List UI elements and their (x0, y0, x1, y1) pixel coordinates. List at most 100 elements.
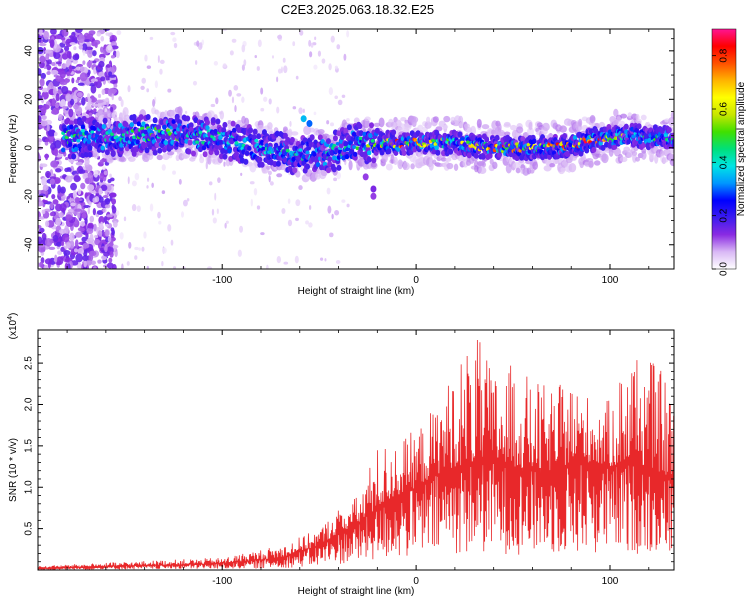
heatmap-cell (60, 186, 66, 194)
heatmap-cell (65, 156, 69, 161)
heatmap-cell (295, 199, 301, 207)
heatmap-cell (79, 66, 85, 72)
heatmap-cell (265, 165, 271, 170)
heatmap-cell (157, 55, 160, 63)
heatmap-cell (308, 127, 315, 133)
heatmap-cell (97, 259, 102, 264)
heatmap-cell (75, 231, 83, 238)
heatmap-cell (61, 53, 69, 60)
heatmap-cell (344, 154, 350, 160)
heatmap-cell (481, 124, 490, 130)
heatmap-cell (123, 114, 132, 122)
heatmap-cell (81, 236, 87, 242)
heatmap-cell (613, 108, 619, 117)
heatmap-cell (79, 72, 88, 82)
heatmap-cell (207, 110, 215, 120)
heatmap-cell (107, 113, 114, 118)
heatmap-cell (38, 110, 41, 116)
heatmap-cell (138, 114, 144, 121)
heatmap-cell (93, 169, 99, 178)
heatmap-cell (324, 258, 327, 262)
heatmap-cell (98, 196, 104, 203)
heatmap-cell (93, 223, 97, 232)
heatmap-cell (252, 128, 258, 135)
heatmap-cell (267, 122, 273, 130)
heatmap-cell (116, 30, 122, 36)
heatmap-cell (327, 156, 333, 163)
heatmap-cell (102, 166, 106, 171)
heatmap-cell (326, 187, 331, 195)
heatmap-cell (102, 29, 110, 32)
heatmap-cell (98, 216, 105, 225)
snr-x-tick-label: 100 (602, 576, 619, 587)
heatmap-cell (65, 214, 73, 221)
heatmap-cell (362, 173, 369, 181)
heatmap-cell (56, 256, 64, 265)
heatmap-cell (216, 208, 219, 215)
spectrogram-y-tick-label: -20 (24, 189, 35, 204)
heatmap-cell (88, 201, 92, 207)
heatmap-cell (317, 50, 322, 57)
heatmap-cell (443, 115, 451, 123)
heatmap-cell (96, 99, 104, 104)
heatmap-cell (161, 130, 166, 135)
heatmap-cell (241, 96, 245, 103)
heatmap-cell (400, 117, 407, 122)
heatmap-cell (510, 124, 517, 131)
heatmap-cell (136, 121, 142, 127)
heatmap-cell (84, 217, 88, 225)
heatmap-cell (256, 133, 262, 140)
heatmap-cell (136, 205, 141, 212)
heatmap-cell (241, 64, 245, 71)
heatmap-cell (69, 98, 75, 106)
heatmap-cell (244, 117, 250, 127)
heatmap-cell (38, 152, 41, 162)
heatmap-cell (71, 36, 78, 41)
colorbar-tick-label: 0.6 (719, 102, 730, 116)
heatmap-cell (568, 163, 577, 173)
heatmap-cell (167, 224, 172, 232)
heatmap-cell (516, 126, 524, 134)
heatmap-cell (227, 148, 232, 154)
heatmap-cell (308, 205, 312, 210)
heatmap-cell (172, 37, 177, 43)
heatmap-cell (104, 244, 108, 253)
heatmap-cell (65, 175, 73, 183)
heatmap-cell (256, 66, 260, 71)
heatmap-cell (378, 117, 385, 128)
heatmap-cell (192, 80, 198, 86)
heatmap-cell (445, 157, 452, 162)
heatmap-cell (39, 261, 44, 268)
heatmap-cell (100, 35, 105, 42)
heatmap-cell (80, 128, 85, 133)
heatmap-cell (38, 68, 42, 76)
heatmap-cell (94, 42, 98, 49)
heatmap-cell (65, 242, 71, 249)
heatmap-cell (173, 266, 177, 269)
heatmap-cell (110, 227, 115, 232)
heatmap-cell (157, 211, 161, 219)
heatmap-cell (140, 85, 145, 90)
heatmap-cell (369, 122, 375, 129)
heatmap-cell (53, 147, 59, 157)
heatmap-cell (549, 163, 556, 168)
heatmap-cell (146, 265, 149, 269)
heatmap-cell (201, 145, 207, 151)
heatmap-cell (78, 34, 85, 44)
heatmap-cell (260, 232, 265, 236)
heatmap-cell (84, 157, 90, 166)
heatmap-cell (326, 120, 330, 125)
colorbar-ticks: 0.0 0.2 0.4 0.6 0.8 (712, 48, 730, 276)
heatmap-cell (107, 128, 112, 133)
heatmap-cell (159, 59, 165, 65)
heatmap-cell (332, 155, 337, 161)
heatmap-cell (330, 122, 335, 127)
heatmap-cell (127, 85, 131, 93)
heatmap-cell (115, 50, 120, 59)
heatmap-cell (46, 124, 50, 132)
heatmap-cell (626, 139, 631, 145)
heatmap-cell (87, 184, 95, 191)
heatmap-cell (234, 150, 240, 157)
heatmap-cell (346, 124, 352, 131)
